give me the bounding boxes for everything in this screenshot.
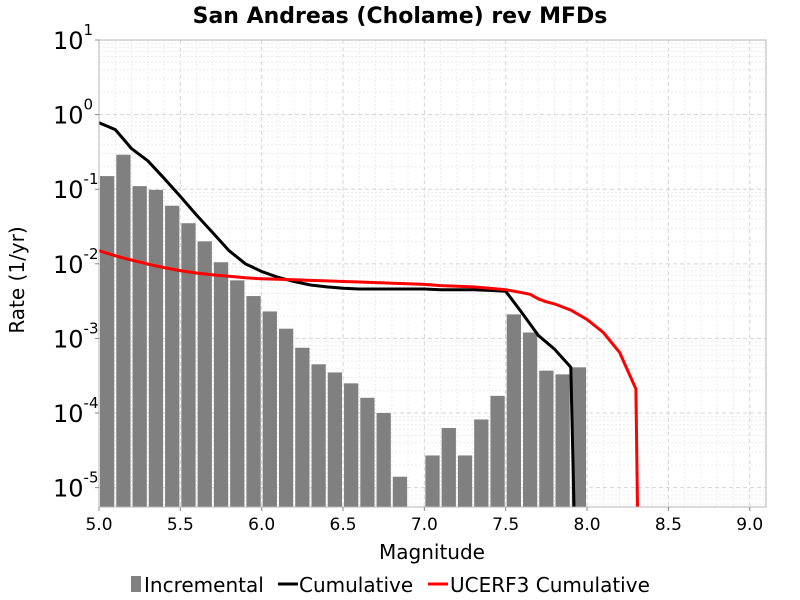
incremental-bar	[441, 427, 456, 507]
y-tick-label: 10-4	[53, 394, 99, 428]
y-tick-exponent: -2	[84, 245, 99, 263]
x-tick-label: 5.0	[85, 515, 112, 535]
x-tick-label: 8.5	[655, 515, 682, 535]
y-axis-label: Rate (1/yr)	[5, 226, 29, 333]
incremental-bar	[311, 364, 326, 507]
incremental-bar	[376, 413, 391, 507]
y-tick-exponent: 0	[84, 96, 94, 114]
incremental-bar	[213, 262, 229, 507]
incremental-bar	[360, 397, 375, 507]
incremental-bar	[490, 395, 505, 507]
incremental-bar	[295, 347, 310, 507]
x-tick-label: 7.0	[411, 515, 438, 535]
x-tick-label: 6.5	[330, 515, 357, 535]
x-tick-label: 8.0	[574, 515, 601, 535]
x-tick-label: 7.5	[492, 515, 519, 535]
incremental-bar	[344, 383, 359, 507]
incremental-bar	[539, 370, 554, 507]
y-tick-exponent: -4	[84, 394, 99, 412]
incremental-bar	[278, 328, 294, 507]
incremental-bar	[571, 367, 587, 507]
y-tick-exponent: 1	[84, 21, 94, 39]
y-tick-exponent: -5	[84, 469, 99, 487]
incremental-bars	[100, 154, 587, 508]
cumulative-lines	[98, 121, 639, 508]
incremental-bar	[506, 314, 521, 507]
y-tick-exponent: -1	[84, 170, 99, 188]
incremental-bar	[230, 280, 245, 507]
incremental-bar	[474, 419, 489, 507]
plot-border	[98, 39, 767, 508]
incremental-bar	[181, 223, 196, 507]
incremental-bar	[246, 296, 261, 507]
y-tick-label: 10-3	[53, 319, 99, 353]
y-tick-exponent: -3	[84, 319, 99, 337]
y-tick-label: 100	[53, 96, 93, 130]
grid-lines	[98, 39, 766, 507]
incremental-bar	[327, 372, 343, 507]
x-axis-ticks: 5.0 5.5 6.0 6.5 7.0 7.5 8.0 8.5 9.0	[85, 507, 763, 535]
legend-swatch-incremental	[131, 576, 141, 592]
incremental-bar	[165, 205, 180, 508]
legend-label-incremental: Incremental	[144, 573, 264, 597]
y-tick-label: 10-2	[53, 245, 99, 279]
x-tick-label: 9.0	[736, 515, 763, 535]
incremental-bar	[148, 189, 164, 507]
incremental-bar	[522, 332, 538, 507]
y-tick-label: 10-5	[53, 469, 99, 503]
incremental-bar	[555, 374, 570, 507]
legend-label-cumulative: Cumulative	[299, 573, 413, 597]
incremental-bar	[457, 455, 473, 507]
chart-title: San Andreas (Cholame) rev MFDs	[193, 4, 608, 29]
x-axis-label: Magnitude	[379, 540, 485, 564]
incremental-bar	[392, 476, 408, 507]
incremental-bar	[116, 154, 131, 507]
legend: Incremental Cumulative UCERF3 Cumulative	[131, 573, 650, 597]
ucerf3-cumulative-line	[98, 249, 639, 508]
legend-label-ucerf3: UCERF3 Cumulative	[450, 573, 650, 597]
incremental-bar	[262, 311, 277, 507]
incremental-bar	[197, 241, 212, 507]
y-tick-label: 101	[53, 21, 93, 55]
x-tick-label: 5.5	[167, 515, 194, 535]
incremental-bar	[132, 186, 147, 507]
incremental-bar	[100, 176, 115, 508]
x-tick-label: 6.0	[248, 515, 275, 535]
y-tick-label: 10-1	[53, 170, 99, 204]
incremental-bar	[425, 455, 440, 507]
